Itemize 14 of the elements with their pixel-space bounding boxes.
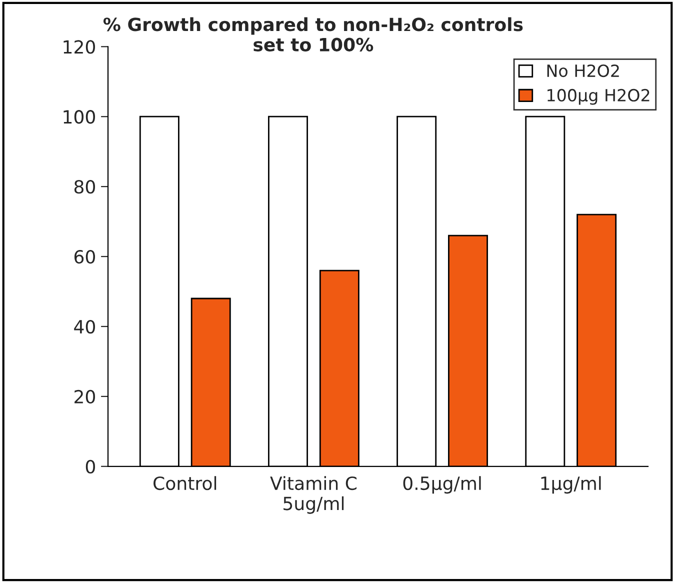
y-tick-label: 120: [64, 40, 95, 54]
x-tick-label: Vitamin C 5ug/ml: [270, 476, 356, 514]
y-tick-label: 60: [74, 250, 95, 264]
x-tick-label: 1µg/ml: [541, 476, 601, 494]
chart-title: % Growth compared to non-H₂O₂ controls set to 100%: [103, 17, 523, 52]
y-tick-label: 0: [86, 460, 95, 474]
x-tick-label: 0.5µg/ml: [403, 476, 481, 494]
x-tick-label: Control: [154, 476, 216, 490]
y-tick-label: 80: [74, 180, 95, 194]
y-tick-label: 20: [74, 390, 95, 404]
legend-label: No H2O2: [547, 64, 619, 78]
legend-label: 100µg H2O2: [548, 88, 650, 105]
y-tick-label: 100: [64, 110, 95, 124]
y-tick-label: 40: [74, 320, 95, 334]
